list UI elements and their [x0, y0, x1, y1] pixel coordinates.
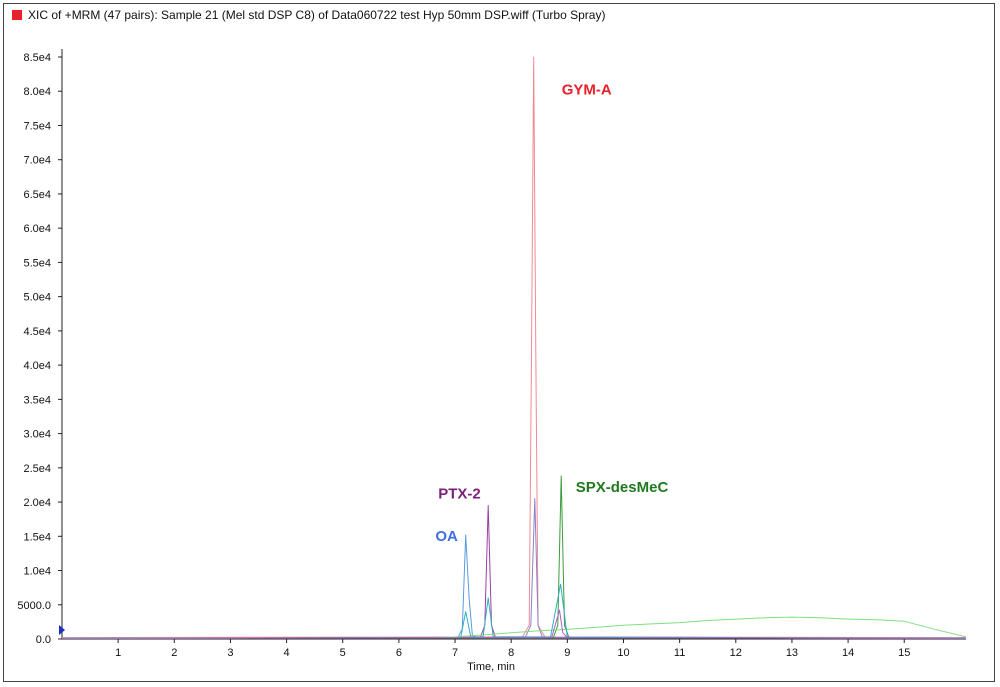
y-tick-label: 7.0e4 — [23, 155, 51, 167]
y-tick-label: 4.0e4 — [23, 360, 51, 372]
series-line — [61, 609, 967, 639]
y-tick-label: 0.0 — [36, 634, 51, 646]
series-line — [61, 56, 967, 639]
series-line — [61, 616, 967, 639]
x-tick-label: 6 — [396, 647, 402, 659]
series-line — [61, 534, 967, 639]
series-line — [61, 498, 967, 639]
y-tick-label: 5.0e4 — [23, 292, 51, 304]
title-bar: XIC of +MRM (47 pairs): Sample 21 (Mel s… — [12, 7, 605, 23]
y-tick-label: 5.5e4 — [23, 257, 51, 269]
series-line — [61, 583, 967, 639]
y-tick-label: 4.5e4 — [23, 326, 51, 338]
y-tick-label: 7.5e4 — [23, 120, 51, 132]
y-tick-label: 5000.0 — [17, 600, 51, 612]
peak-annotation: GYM-A — [562, 82, 612, 99]
x-tick-label: 4 — [284, 647, 290, 659]
y-tick-label: 6.0e4 — [23, 223, 51, 235]
x-tick-label: 11 — [674, 647, 685, 659]
y-tick-label: 3.0e4 — [23, 429, 51, 441]
x-tick-label: 12 — [730, 647, 742, 659]
x-tick-label: 13 — [786, 647, 798, 659]
chart-title: XIC of +MRM (47 pairs): Sample 21 (Mel s… — [28, 8, 606, 22]
peak-annotation: OA — [435, 528, 458, 545]
x-tick-label: 15 — [898, 647, 910, 659]
x-tick-label: 9 — [564, 647, 570, 659]
series-line — [61, 475, 967, 639]
x-tick-label: 2 — [171, 647, 177, 659]
chart-panel — [3, 3, 995, 682]
y-tick-label: 1.5e4 — [23, 531, 51, 543]
y-tick-label: 2.5e4 — [23, 463, 51, 475]
y-tick-label: 2.0e4 — [23, 497, 51, 509]
y-tick-label: 8.0e4 — [23, 86, 51, 98]
x-tick-label: 1 — [115, 647, 121, 659]
x-tick-label: 3 — [227, 647, 233, 659]
peak-annotation: PTX-2 — [438, 486, 481, 503]
peak-annotation: SPX-desMeC — [576, 479, 669, 496]
title-marker-icon — [12, 10, 22, 20]
x-axis-label: Time, min — [467, 661, 515, 673]
y-tick-label: 3.5e4 — [23, 394, 51, 406]
axis-marker-icon — [59, 625, 65, 635]
y-tick-label: 1.0e4 — [23, 566, 51, 578]
x-tick-label: 7 — [452, 647, 458, 659]
x-tick-label: 10 — [617, 647, 629, 659]
x-tick-label: 5 — [340, 647, 346, 659]
x-tick-label: 14 — [842, 647, 854, 659]
x-tick-label: 8 — [508, 647, 514, 659]
y-tick-label: 8.5e4 — [23, 52, 51, 64]
y-tick-label: 6.5e4 — [23, 189, 51, 201]
